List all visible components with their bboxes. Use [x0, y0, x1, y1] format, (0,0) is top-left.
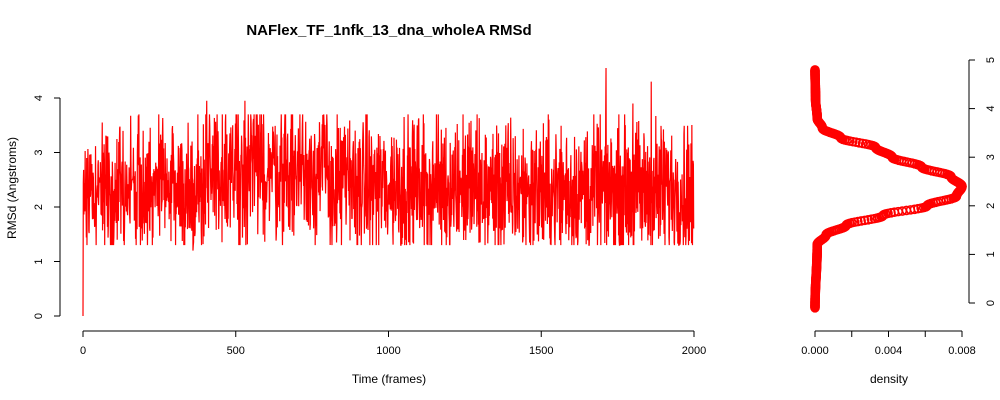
chart-title: NAFlex_TF_1nfk_13_dna_wholeA RMSd — [246, 22, 531, 39]
density-x-axis: 0.000 0.004 0.008 — [801, 330, 976, 357]
density-y-tick-label: 0 — [985, 300, 997, 306]
density-x-tick-label: 0.004 — [875, 345, 903, 357]
rmsd-x-tick-label: 500 — [227, 345, 245, 357]
rmsd-x-axis: 0 500 1000 1500 2000 — [80, 330, 706, 357]
rmsd-y-tick-label: 2 — [33, 204, 45, 210]
density-point — [859, 215, 870, 226]
density-y-tick-label: 1 — [985, 251, 997, 257]
rmsd-line-series — [82, 68, 695, 317]
rmsd-x-tick-label: 1000 — [376, 345, 400, 357]
rmsd-series-line — [82, 68, 695, 317]
density-y-tick-label: 3 — [985, 154, 997, 160]
density-plot: 0.000 0.004 0.008 0 1 2 3 4 5 density — [801, 57, 997, 386]
rmsd-y-tick-label: 0 — [33, 313, 45, 319]
rmsd-plot: 0 500 1000 1500 2000 0 1 2 3 4 Time (frames) RMS… — [5, 68, 706, 386]
rmsd-y-axis-label: RMSd (Angstroms) — [5, 137, 19, 239]
density-y-axis: 0 1 2 3 4 5 — [968, 57, 997, 306]
density-points — [810, 65, 967, 313]
rmsd-y-tick-label: 3 — [33, 149, 45, 155]
rmsd-x-tick-label: 0 — [80, 345, 86, 357]
rmsd-y-axis: 0 1 2 3 4 — [33, 95, 61, 319]
density-y-tick-label: 5 — [985, 57, 997, 63]
density-x-axis-label: density — [870, 372, 908, 386]
rmsd-x-tick-label: 1500 — [529, 345, 553, 357]
density-point — [810, 65, 820, 75]
density-x-tick-label: 0.008 — [948, 345, 976, 357]
rmsd-x-axis-label: Time (frames) — [352, 372, 426, 386]
density-x-tick-label: 0.000 — [801, 345, 829, 357]
density-y-tick-label: 2 — [985, 203, 997, 209]
rmsd-y-tick-label: 1 — [33, 258, 45, 264]
density-point — [856, 216, 866, 226]
density-point — [909, 204, 920, 215]
rmsd-y-tick-label: 4 — [33, 95, 45, 101]
rmsd-x-tick-label: 2000 — [682, 345, 706, 357]
density-y-tick-label: 4 — [985, 106, 997, 112]
